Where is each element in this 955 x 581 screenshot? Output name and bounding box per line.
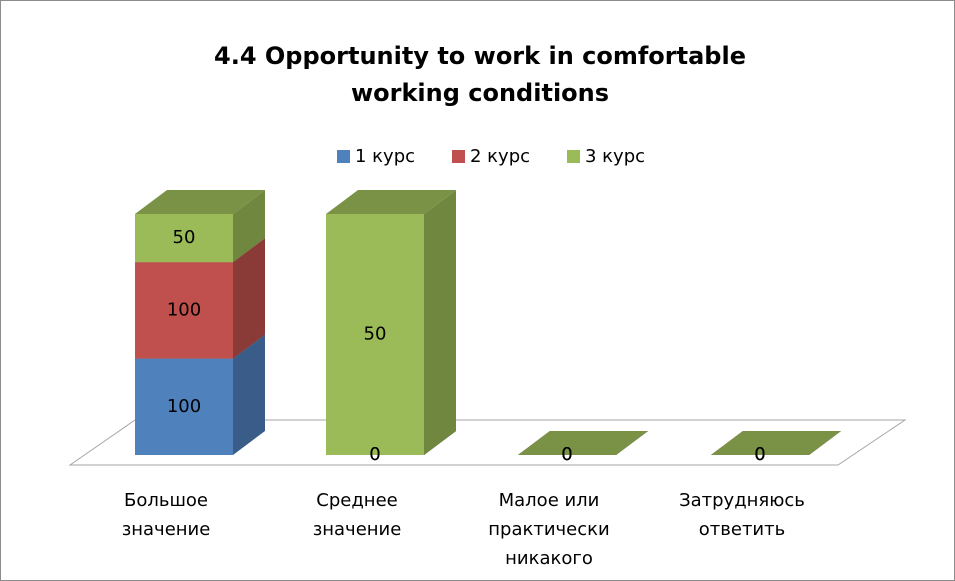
data-label: 50 (173, 227, 196, 248)
x-tick-label: Среднее значение (312, 490, 402, 540)
bar-front (326, 214, 424, 455)
x-tick-label: Малое или практически никакого (488, 490, 610, 569)
legend-label: 2 курс (470, 146, 530, 167)
data-label: 50 (364, 324, 387, 345)
data-label: 0 (754, 444, 765, 465)
legend-label: 3 курс (585, 146, 645, 167)
legend-swatch (567, 150, 580, 163)
bar-front (135, 262, 233, 359)
bar-side (233, 238, 265, 359)
bar-front (135, 358, 233, 455)
data-label: 0 (369, 444, 380, 465)
legend-label: 1 курс (355, 146, 415, 167)
data-label: 0 (561, 444, 572, 465)
data-label: 100 (167, 299, 201, 320)
bar-segment (135, 190, 265, 263)
bar-segment (326, 190, 456, 455)
x-tick-label: Большое значение (121, 490, 211, 540)
bar-top (326, 190, 456, 214)
legend-swatch (337, 150, 350, 163)
bar-side (233, 334, 265, 455)
data-label: 0 (369, 444, 380, 465)
data-label: 0 (754, 444, 765, 465)
data-label: 0 (561, 444, 572, 465)
bar-front (135, 214, 233, 263)
bar-top (135, 190, 265, 214)
floor (68, 419, 907, 466)
chart-title: 4.4 Opportunity to work in comfortable w… (214, 42, 746, 107)
bar-top (711, 431, 841, 455)
legend-swatch (452, 150, 465, 163)
bar-top (518, 431, 648, 455)
bar-side (233, 190, 265, 263)
data-label: 100 (167, 396, 201, 417)
bar-segment (711, 431, 841, 455)
x-tick-label: Затрудняюсь ответить (679, 490, 805, 540)
bar-side (424, 190, 456, 455)
data-label: 0 (754, 444, 765, 465)
data-label: 0 (561, 444, 572, 465)
bar-segment (518, 431, 648, 455)
